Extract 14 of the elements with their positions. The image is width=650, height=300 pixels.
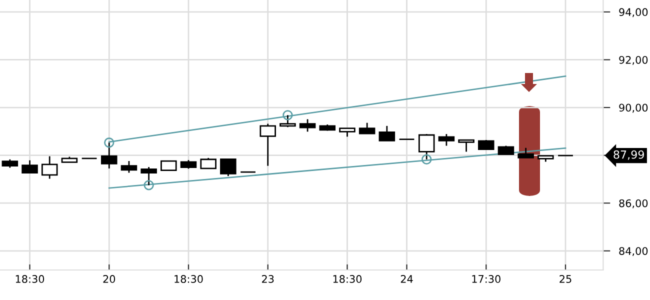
x-tick-label: 20 [103,275,116,283]
x-tick-label: 18:30 [174,275,203,283]
text: 87,99 [614,150,644,160]
x-tick-label: 24 [400,275,413,283]
x-tick-label: 23 [262,275,274,283]
y-tick-label: 84,00 [619,247,648,256]
x-tick-label: 18:30 [333,275,362,283]
x-tick-label: 25 [560,275,572,283]
y-tick-label: 90,00 [619,104,648,113]
x-tick-label: 18:30 [16,275,44,283]
y-tick-label: 86,00 [619,199,648,208]
y-tick-label: 92,00 [619,56,648,65]
y-tick-label: 94,00 [619,8,648,18]
x-tick-label: 17:30 [472,275,500,283]
